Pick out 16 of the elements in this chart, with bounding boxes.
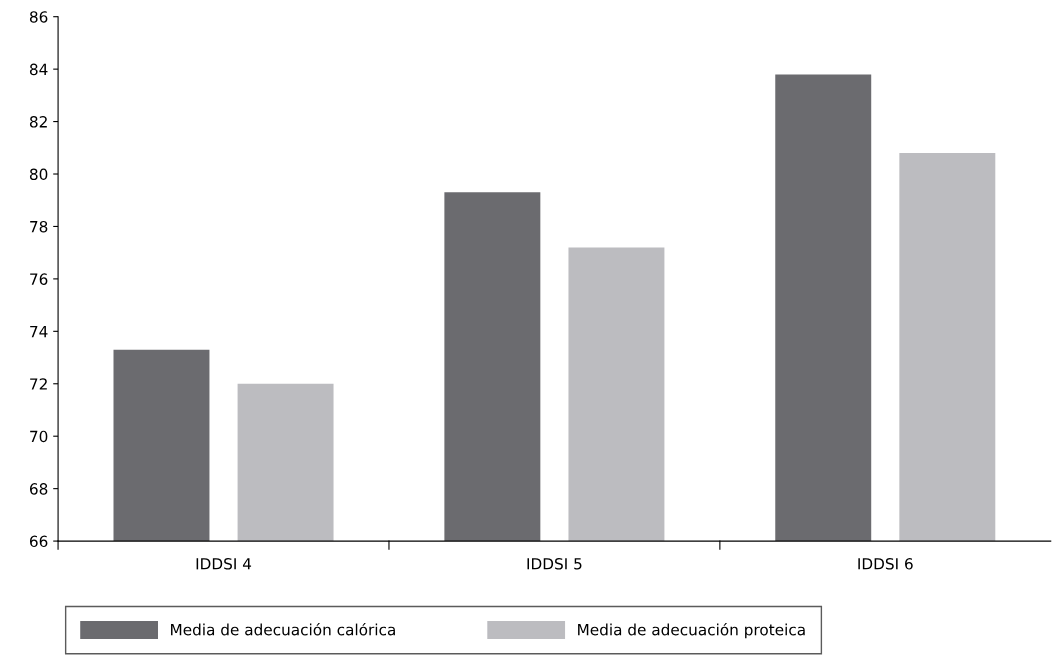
y-tick-label: 72 xyxy=(30,378,47,390)
legend-label: Media de adecuación proteica xyxy=(578,622,805,639)
y-tick-label: 76 xyxy=(30,273,48,285)
y-tick-label: 80 xyxy=(29,168,48,181)
x-tick-label: IDDSI 4 xyxy=(196,558,252,570)
y-tick-label: 86 xyxy=(29,11,48,23)
y-tick-label: 68 xyxy=(29,483,48,495)
y-tick-label: 70 xyxy=(30,430,48,443)
y-tick-label: 74 xyxy=(30,325,48,338)
legend-label: Media de adecuación calórica xyxy=(171,622,395,636)
y-tick-label: 84 xyxy=(29,63,48,76)
y-tick-label: 66 xyxy=(29,535,48,548)
x-tick-label: IDDSI 6 xyxy=(858,558,913,570)
y-tick-label: 78 xyxy=(30,220,48,233)
y-tick-label: 82 xyxy=(29,116,47,128)
x-tick-label: IDDSI 5 xyxy=(527,558,582,570)
